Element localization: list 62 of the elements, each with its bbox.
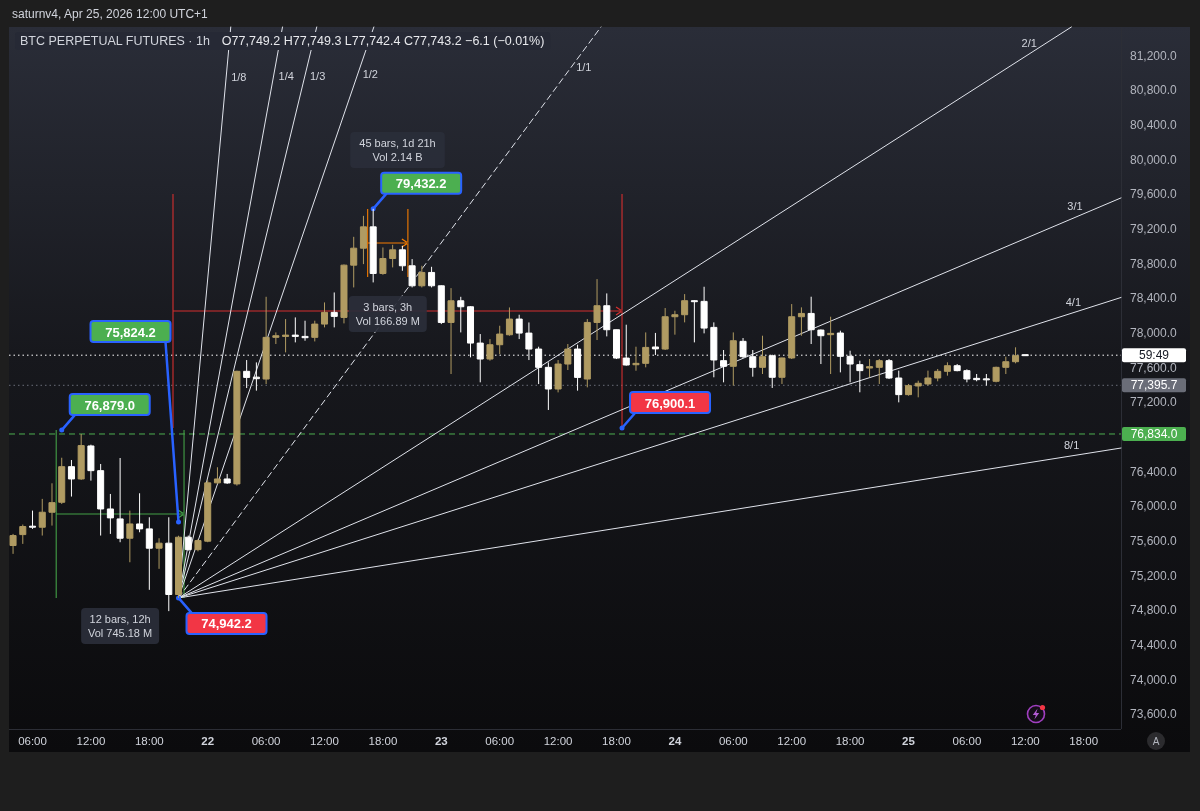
x-tick-label: 12:00 [777,735,807,747]
text: 59:49 [1138,348,1170,363]
x-tick-label: 12:00 [1010,735,1040,747]
y-tick-label: 79,200.0 [1130,221,1178,236]
y-tick-label: 74,400.0 [1130,637,1178,652]
annotation: 76,900.1 [644,395,696,411]
y-tick-label: 78,000.0 [1130,325,1178,340]
x-tick-label: 18:00 [602,735,631,747]
y-tick-label: 80,000.0 [1130,152,1178,167]
x-tick-label: 24 [668,735,682,747]
annotation: 79,432.2 [395,176,447,192]
x-tick-label: 12:00 [76,735,106,747]
text: O77,749.2 H77,749.3 L77,742.4 C77,743.2 −6.1 (−0.01%) [221,34,545,48]
annotation: 75,824.2 [105,324,156,340]
annotation: 76,879.0 [84,397,136,413]
y-tick-label: 78,400.0 [1130,291,1178,306]
series-label: 1/3 [309,69,326,82]
x-tick-label: 06:00 [485,735,515,747]
x-tick-label: 22 [201,735,215,747]
series-label: 1/8 [231,70,247,83]
annotation: 12 bars, 12h Vol 745.18 M [88,613,153,639]
y-tick-label: 74,000.0 [1130,672,1178,687]
y-tick-label: 74,800.0 [1130,603,1178,618]
series-label: 3/1 [1067,200,1083,213]
series-label: 8/1 [1063,438,1080,451]
x-tick-label: 06:00 [18,735,47,747]
y-tick-label: 77,200.0 [1130,395,1178,410]
annotation: 74,942.2 [201,616,252,632]
x-tick-label: 12:00 [543,735,573,747]
y-tick-label: 79,600.0 [1130,187,1178,202]
y-tick-label: 76,000.0 [1130,499,1178,514]
series-label: 1/2 [362,68,378,81]
x-tick-label: 18:00 [1069,735,1099,747]
series-label: 1/1 [576,61,592,74]
x-tick-label: 23 [434,735,448,747]
series-label: 1/4 [278,70,294,83]
x-tick-label: 06:00 [718,735,748,747]
y-tick-label: 80,800.0 [1130,83,1178,98]
text: saturnv4, Apr 25, 2026 12:00 UTC+1 [12,7,209,21]
ref-line-label: 76,834.0 [1130,426,1178,441]
x-tick-label: 18:00 [835,735,865,747]
y-tick-label: 81,200.0 [1130,48,1178,63]
text: BTC PERPETUAL FUTURES · 1h [20,34,210,48]
y-tick-label: 75,200.0 [1130,568,1178,583]
x-tick-label: 06:00 [251,735,281,747]
annotation: 45 bars, 1d 21h Vol 2.14 B [359,137,436,163]
annotation: 3 bars, 3h Vol 166.89 M [355,301,420,327]
y-tick-label: 76,400.0 [1130,464,1178,479]
y-tick-label: 77,600.0 [1130,360,1178,375]
ref-line-label: 77,395.7 [1130,378,1178,393]
y-tick-label: 80,400.0 [1130,117,1178,132]
y-tick-label: 75,600.0 [1130,533,1178,548]
round-button: A [1147,732,1165,750]
y-tick-label: 78,800.0 [1130,256,1178,271]
series-label: 2/1 [1021,36,1037,49]
x-tick-label: 18:00 [368,735,398,747]
x-tick-label: 06:00 [952,735,982,747]
y-tick-label: 73,600.0 [1130,707,1178,722]
x-tick-label: 25 [902,735,916,747]
x-tick-label: 18:00 [134,735,164,747]
x-tick-label: 12:00 [310,735,339,747]
series-label: 4/1 [1065,295,1082,308]
